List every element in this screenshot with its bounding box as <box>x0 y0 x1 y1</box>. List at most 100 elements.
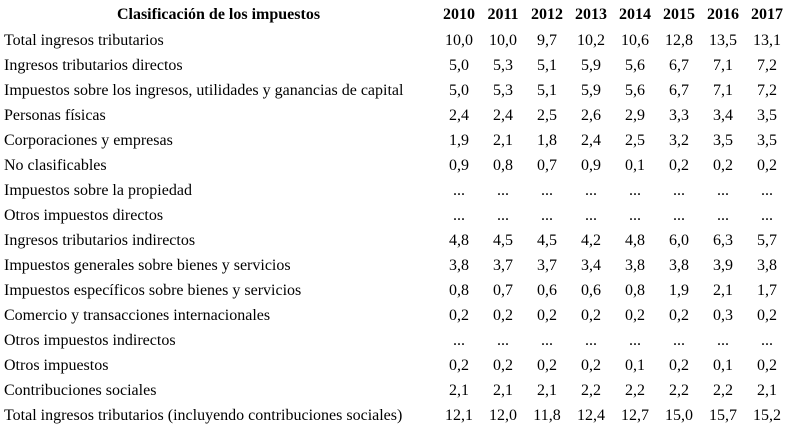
value-cell: 2,6 <box>581 106 601 124</box>
value-cell: 4,5 <box>493 231 513 249</box>
year-header-2010: 2010 <box>443 6 475 23</box>
value-cell: 0,3 <box>713 306 733 324</box>
table-row: Contribuciones sociales 2,1 2,1 2,1 2,2 2,2 2,… <box>0 378 789 403</box>
table-row: Impuestos sobre los ingresos, utilidades… <box>0 78 789 103</box>
table-row: Ingresos tributarios indirectos 4,8 4,5 4,5… <box>0 228 789 253</box>
value-cell: ... <box>717 206 729 224</box>
value-cell: 5,7 <box>757 231 777 249</box>
row-label: Total ingresos tributarios <box>4 31 164 49</box>
value-cell: ... <box>453 206 465 224</box>
value-cell: ... <box>673 181 685 199</box>
value-cell: 4,5 <box>537 231 557 249</box>
row-label: Otros impuestos <box>4 356 109 374</box>
value-cell: 5,9 <box>581 81 601 99</box>
value-cell: ... <box>673 206 685 224</box>
row-label: Ingresos tributarios directos <box>4 56 183 74</box>
value-cell: 3,2 <box>669 131 689 149</box>
value-cell: 3,5 <box>713 131 733 149</box>
value-cell: 6,0 <box>669 231 689 249</box>
table-row: Personas físicas 2,4 2,4 2,5 2,6 2,9 3,3 3,4 3,5 <box>0 103 789 128</box>
value-cell: 2,4 <box>581 131 601 149</box>
value-cell: 12,4 <box>577 406 605 424</box>
value-cell: 6,3 <box>713 231 733 249</box>
table-row: Ingresos tributarios directos 5,0 5,3 5,1 5,… <box>0 53 789 78</box>
value-cell: 3,5 <box>757 131 777 149</box>
value-cell: 5,0 <box>449 56 469 74</box>
value-cell: 0,8 <box>449 281 469 299</box>
year-header-2017: 2017 <box>751 6 783 23</box>
table-header-row: Clasificación de los impuestos 2010 2011 2… <box>0 2 789 28</box>
value-cell: 2,1 <box>713 281 733 299</box>
row-label: Ingresos tributarios indirectos <box>4 231 196 249</box>
year-header-2014: 2014 <box>619 6 651 23</box>
value-cell: 13,1 <box>753 31 781 49</box>
value-cell: 0,2 <box>757 306 777 324</box>
value-cell: 3,8 <box>757 256 777 274</box>
value-cell: 10,0 <box>445 31 473 49</box>
value-cell: 3,5 <box>757 106 777 124</box>
value-cell: ... <box>453 331 465 349</box>
value-cell: ... <box>541 331 553 349</box>
value-cell: ... <box>497 206 509 224</box>
table-body: Total ingresos tributarios 10,0 10,0 9,7 10,… <box>0 28 789 428</box>
value-cell: 11,8 <box>533 406 561 424</box>
value-cell: 0,8 <box>625 281 645 299</box>
value-cell: 5,1 <box>537 81 557 99</box>
value-cell: 3,7 <box>537 256 557 274</box>
value-cell: 3,8 <box>669 256 689 274</box>
value-cell: 5,0 <box>449 81 469 99</box>
table-row: No clasificables 0,9 0,8 0,7 0,9 0,1 0,2 0,2 0,2 <box>0 153 789 178</box>
row-label: Corporaciones y empresas <box>4 131 173 149</box>
value-cell: 3,4 <box>713 106 733 124</box>
value-cell: 0,8 <box>493 156 513 174</box>
value-cell: 0,9 <box>449 156 469 174</box>
value-cell: 5,6 <box>625 81 645 99</box>
value-cell: 2,1 <box>493 131 513 149</box>
value-cell: 7,1 <box>713 81 733 99</box>
value-cell: ... <box>761 206 773 224</box>
value-cell: 12,7 <box>621 406 649 424</box>
value-cell: 5,3 <box>493 81 513 99</box>
value-cell: 5,9 <box>581 56 601 74</box>
year-header-2013: 2013 <box>575 6 607 23</box>
value-cell: 0,6 <box>537 281 557 299</box>
table-row: Total ingresos tributarios 10,0 10,0 9,7 10,… <box>0 28 789 53</box>
table-row: Comercio y transacciones internacionales… <box>0 303 789 328</box>
value-cell: ... <box>541 206 553 224</box>
row-label: No clasificables <box>4 156 107 174</box>
value-cell: 0,2 <box>449 356 469 374</box>
value-cell: 10,2 <box>577 31 605 49</box>
value-cell: 2,1 <box>493 381 513 399</box>
row-label: Impuestos específicos sobre bienes y ser… <box>4 281 302 299</box>
value-cell: ... <box>673 331 685 349</box>
value-cell: 0,2 <box>669 356 689 374</box>
value-cell: 0,1 <box>625 156 645 174</box>
value-cell: 2,1 <box>757 381 777 399</box>
value-cell: 4,8 <box>625 231 645 249</box>
value-cell: 5,3 <box>493 56 513 74</box>
row-label: Otros impuestos indirectos <box>4 331 176 349</box>
value-cell: ... <box>497 331 509 349</box>
value-cell: 12,8 <box>665 31 693 49</box>
value-cell: ... <box>629 206 641 224</box>
value-cell: 5,1 <box>537 56 557 74</box>
table-row: Otros impuestos directos................… <box>0 203 789 228</box>
table-row: Otros impuestos indirectos..............… <box>0 328 789 353</box>
value-cell: 0,2 <box>669 156 689 174</box>
value-cell: 4,8 <box>449 231 469 249</box>
value-cell: 0,7 <box>537 156 557 174</box>
value-cell: ... <box>629 181 641 199</box>
row-label: Impuestos sobre la propiedad <box>4 181 192 199</box>
value-cell: 0,2 <box>757 356 777 374</box>
value-cell: 0,7 <box>493 281 513 299</box>
value-cell: 0,2 <box>493 356 513 374</box>
value-cell: 10,6 <box>621 31 649 49</box>
value-cell: 0,2 <box>757 156 777 174</box>
value-cell: ... <box>761 181 773 199</box>
value-cell: 3,3 <box>669 106 689 124</box>
table-row: Impuestos sobre la propiedad............… <box>0 178 789 203</box>
table-row: Impuestos generales sobre bienes y servi… <box>0 253 789 278</box>
value-cell: ... <box>541 181 553 199</box>
value-cell: 0,2 <box>581 356 601 374</box>
value-cell: ... <box>453 181 465 199</box>
